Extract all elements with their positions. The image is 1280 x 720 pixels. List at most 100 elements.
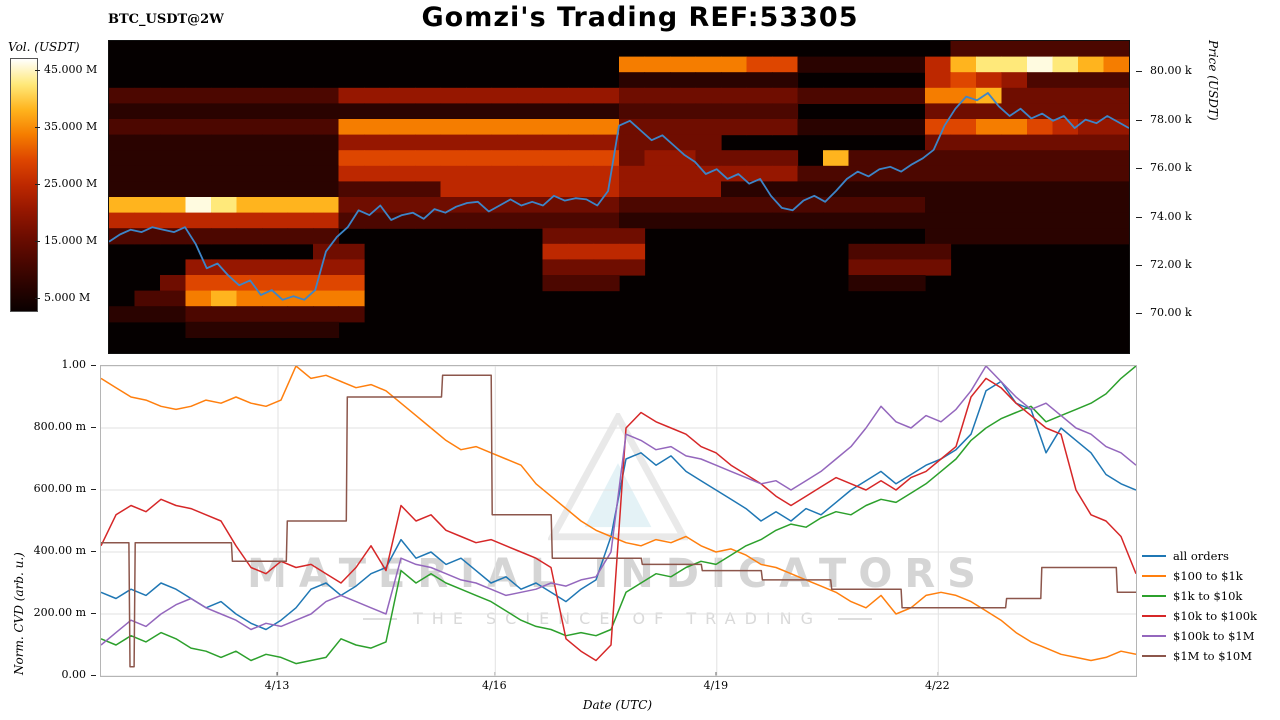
cvd-yticks: 0.00 200.00 m 400.00 m 600.00 m 800.00 m 1.00 <box>0 358 96 681</box>
heat-cell <box>899 243 926 260</box>
heat-cell <box>134 87 161 104</box>
heat-cell <box>517 134 544 151</box>
heat-cell <box>593 134 620 151</box>
heat-cell <box>517 212 544 229</box>
heat-cell <box>160 87 187 104</box>
heat-cell <box>568 275 595 292</box>
heat-cell <box>797 56 824 73</box>
heat-cell <box>746 181 773 198</box>
heat-cell <box>619 243 646 260</box>
heat-cell <box>772 119 799 136</box>
heat-cell <box>236 290 263 307</box>
heat-cell <box>517 103 544 120</box>
heat-cell <box>721 103 748 120</box>
heat-cell <box>440 181 467 198</box>
heat-cell <box>262 212 289 229</box>
heat-cell <box>185 290 212 307</box>
heat-cell <box>670 103 697 120</box>
heat-cell <box>746 72 773 89</box>
heat-cell <box>262 119 289 136</box>
heat-cell <box>950 56 977 73</box>
heat-cell <box>1027 87 1054 104</box>
heat-cell <box>848 87 875 104</box>
heat-cell <box>619 56 646 73</box>
heat-cell <box>772 72 799 89</box>
heat-cell <box>236 275 263 292</box>
heat-cell <box>236 228 263 245</box>
heat-cell <box>1052 56 1079 73</box>
heat-cell <box>695 119 722 136</box>
legend-line-swatch <box>1142 555 1166 557</box>
x-tick-label: 4/16 <box>481 672 507 692</box>
colorbar-ticks: 45.000 M 35.000 M 25.000 M 15.000 M 5.000 M <box>34 58 114 310</box>
heat-cell <box>848 181 875 198</box>
heat-cell <box>134 134 161 151</box>
series-line-all-orders <box>101 380 1136 631</box>
heat-cell <box>517 87 544 104</box>
heat-cell <box>823 197 850 214</box>
heat-cell <box>313 103 340 120</box>
heat-cell <box>313 165 340 182</box>
heat-cell <box>899 56 926 73</box>
heat-cell <box>1103 72 1129 89</box>
heat-cell <box>211 181 238 198</box>
heat-cell <box>313 290 340 307</box>
heat-cell <box>1027 181 1054 198</box>
heat-cell <box>287 306 314 323</box>
heat-cell <box>644 103 671 120</box>
heat-cell <box>262 197 289 214</box>
heat-cell <box>1001 228 1028 245</box>
heat-cell <box>185 197 212 214</box>
heat-cell <box>211 87 238 104</box>
heat-cell <box>287 228 314 245</box>
legend: all orders $100 to $1k $1k to $10k $10k to … <box>1142 546 1257 666</box>
legend-label: $100 to $1k <box>1173 569 1243 583</box>
heat-cell <box>593 212 620 229</box>
heat-cell <box>287 103 314 120</box>
heat-cell <box>950 165 977 182</box>
heat-cell <box>160 103 187 120</box>
heat-cell <box>848 197 875 214</box>
heat-cell <box>236 119 263 136</box>
heat-cell <box>976 56 1003 73</box>
heat-cell <box>848 119 875 136</box>
heat-cell <box>1027 119 1054 136</box>
heat-cell <box>695 150 722 167</box>
heat-cell <box>848 259 875 276</box>
legend-item: $1k to $10k <box>1142 586 1257 606</box>
heat-cell <box>466 134 493 151</box>
heat-cell <box>1027 212 1054 229</box>
heat-cell <box>364 134 391 151</box>
heat-cell <box>338 181 365 198</box>
series-line--100-to-1k <box>101 366 1136 662</box>
legend-item: $100k to $1M <box>1142 626 1257 646</box>
heat-cell <box>287 197 314 214</box>
colorbar-gradient <box>10 58 38 312</box>
heat-cell <box>797 119 824 136</box>
heat-cell <box>313 321 340 338</box>
x-tick-label: 4/22 <box>924 672 950 692</box>
heat-cell <box>874 150 901 167</box>
heat-cell <box>338 103 365 120</box>
heat-cell <box>542 197 569 214</box>
heat-cell <box>925 228 952 245</box>
heat-cell <box>695 56 722 73</box>
heatmap-svg <box>109 41 1129 338</box>
heat-cell <box>542 103 569 120</box>
heat-cell <box>1001 212 1028 229</box>
heat-cell <box>236 321 263 338</box>
heat-cell <box>287 212 314 229</box>
heat-cell <box>670 87 697 104</box>
heat-cell <box>1052 150 1079 167</box>
heat-cell <box>670 212 697 229</box>
heat-cell <box>925 134 952 151</box>
heat-cell <box>899 87 926 104</box>
price-tick-label: 70.00 k <box>1136 306 1192 320</box>
heat-cell <box>950 197 977 214</box>
heat-cell <box>364 103 391 120</box>
heat-cell <box>568 165 595 182</box>
heat-cell <box>185 181 212 198</box>
heat-cell <box>338 165 365 182</box>
colorbar-tick-label: 15.000 M <box>34 233 98 247</box>
heat-cell <box>1027 197 1054 214</box>
